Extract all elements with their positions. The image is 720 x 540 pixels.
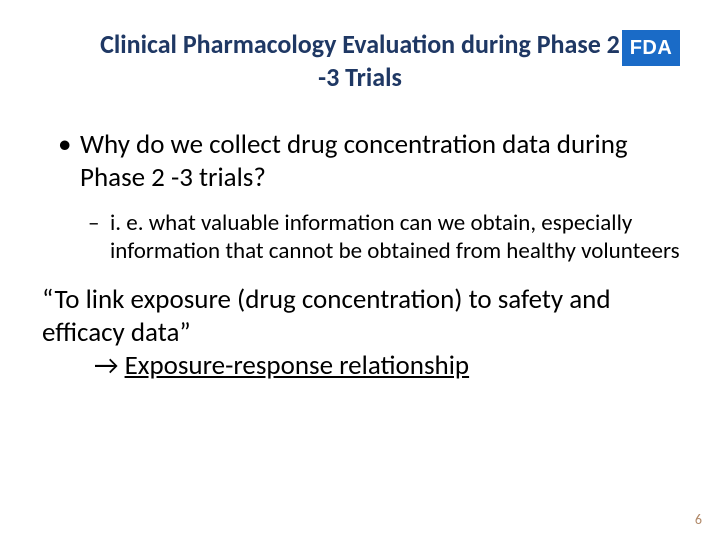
bullet-list-level1: Why do we collect drug concentration dat… [40,129,680,195]
bullet-list-level2: i. e. what valuable information can we o… [40,209,680,266]
conclusion-line: → Exposure-response relationship [40,350,680,383]
fda-logo-text: FDA [630,37,673,60]
slide-title: Clinical Pharmacology Evaluation during … [100,28,620,93]
page-number: 6 [695,511,702,528]
slide: FDA Clinical Pharmacology Evaluation dur… [0,0,720,540]
arrow-icon: → [94,349,118,382]
conclusion-text: Exposure-response relationship [125,349,470,382]
sub-bullet: i. e. what valuable information can we o… [88,209,680,266]
quote-text: “To link exposure (drug concentration) t… [40,284,680,350]
bullet-main: Why do we collect drug concentration dat… [58,129,680,195]
fda-logo: FDA [622,30,680,66]
